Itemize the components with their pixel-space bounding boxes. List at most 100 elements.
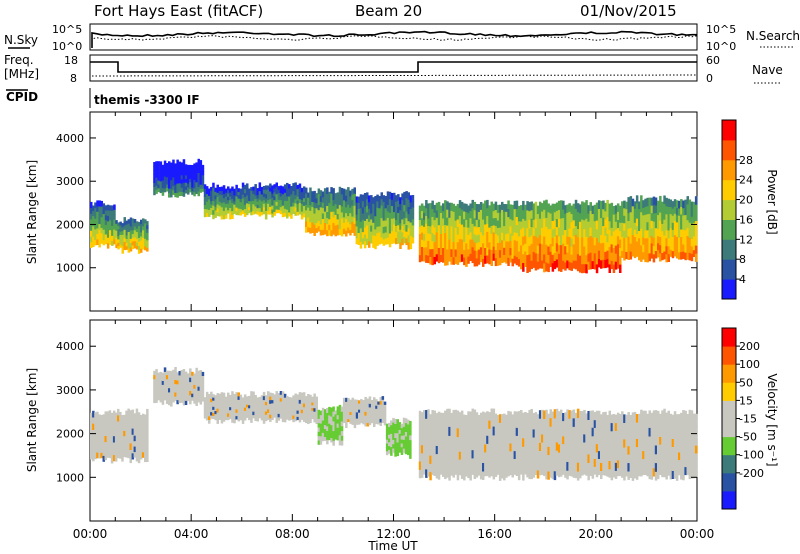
data-cell-velocity-2-16-2 [237, 410, 240, 415]
data-cell-power-2-22-3 [199, 176, 203, 181]
data-cell-power-4-6-1 [317, 220, 321, 227]
data-cell-power-7-6-0 [532, 259, 536, 268]
data-cell-velocity-6-8-6 [435, 421, 439, 430]
data-cell-velocity-6-17-6 [454, 417, 458, 427]
data-cell-power-4-13-0 [332, 228, 335, 235]
data-cell-velocity-4-15-1 [375, 417, 378, 421]
data-cell-power-7-35-4 [593, 228, 597, 238]
data-cell-velocity-6-4-6 [427, 417, 430, 427]
data-cell-power-6-26-0 [473, 258, 477, 267]
noise-panel: N.Sky 10^5 10^0 10^5 10^0 N.Search [4, 23, 800, 53]
data-cell-velocity-6-107-3 [644, 442, 647, 451]
data-cell-power-5-12-7 [380, 192, 383, 200]
data-cell-velocity-5-2-2 [390, 442, 393, 448]
data-cell-power-7-30-7 [583, 202, 586, 212]
data-cell-velocity-2-27-7 [260, 395, 264, 399]
data-cell-power-0-9-0 [109, 239, 112, 245]
data-cell-power-6-22-1 [465, 250, 468, 260]
data-cell-velocity-6-7-4 [433, 435, 436, 444]
data-cell-velocity-0-26-6 [144, 420, 147, 427]
data-cell-power-5-18-3 [393, 217, 396, 225]
data-cell-power-3-24-7 [254, 184, 257, 189]
data-cell-velocity-0-19-6 [129, 416, 132, 424]
data-cell-power-3-16-6 [237, 191, 240, 196]
data-cell-velocity-0-18-4 [127, 427, 130, 434]
data-cell-velocity-1-21-1 [197, 394, 200, 399]
data-cell-power-8-9-4 [640, 220, 643, 229]
data-cell-velocity-1-23-4 [201, 382, 205, 387]
data-cell-power-6-38-7 [498, 204, 502, 213]
data-cell-velocity-6-56-0 [536, 470, 540, 479]
data-cell-velocity-5-11-1 [409, 449, 412, 455]
data-cell-velocity-3-6-6 [330, 411, 333, 417]
data-cell-power-5-13-4 [382, 214, 386, 221]
data-cell-power-8-14-1 [650, 243, 654, 252]
data-cell-power-8-32-2 [688, 237, 692, 246]
data-cell-velocity-5-5-0 [396, 451, 399, 457]
data-cell-velocity-4-7-3 [358, 412, 361, 416]
data-cell-power-1-8-6 [131, 222, 135, 227]
data-cell-velocity-3-0-7 [317, 409, 321, 415]
data-cell-velocity-5-1-4 [388, 434, 391, 439]
data-cell-velocity-2-51-5 [311, 402, 314, 406]
data-cell-velocity-6-29-6 [479, 421, 483, 430]
data-cell-power-7-33-0 [589, 260, 592, 270]
data-cell-power-7-1-2 [522, 245, 525, 255]
data-cell-velocity-0-9-1 [108, 445, 112, 453]
data-cell-velocity-5-10-6 [407, 424, 410, 429]
data-cell-velocity-6-14-7 [448, 408, 451, 418]
data-cell-power-4-15-4 [336, 208, 340, 215]
data-cell-power-5-22-5 [401, 206, 404, 214]
data-cell-velocity-6-79-1 [585, 459, 588, 468]
data-cell-power-8-6-6 [633, 208, 637, 216]
data-cell-velocity-2-48-2 [305, 412, 308, 417]
data-cell-velocity-0-10-7 [110, 412, 114, 420]
data-cell-power-5-8-6 [372, 203, 375, 211]
data-cell-power-3-31-3 [269, 198, 272, 204]
data-cell-velocity-5-9-2 [404, 440, 408, 446]
data-cell-power-2-2-2 [157, 180, 160, 185]
velocity-colorbar-swatch-8 [722, 346, 736, 365]
data-cell-velocity-4-16-2 [377, 415, 380, 419]
data-cell-velocity-2-16-3 [237, 406, 240, 411]
data-cell-velocity-3-0-4 [317, 422, 321, 428]
data-cell-power-3-5-7 [214, 187, 217, 192]
data-cell-power-0-4-3 [98, 223, 101, 230]
data-cell-power-7-2-2 [524, 243, 527, 252]
data-cell-velocity-2-23-3 [252, 404, 255, 409]
data-cell-velocity-2-10-7 [224, 396, 228, 400]
data-cell-velocity-6-57-6 [538, 418, 542, 427]
data-cell-power-7-39-6 [602, 208, 605, 218]
data-cell-velocity-3-2-2 [321, 428, 325, 433]
data-cell-power-5-27-6 [411, 201, 415, 208]
data-cell-velocity-2-13-4 [231, 402, 234, 408]
data-cell-velocity-2-7-7 [218, 393, 222, 398]
data-cell-power-4-22-4 [351, 205, 354, 212]
data-cell-velocity-6-4-4 [427, 434, 430, 444]
data-cell-velocity-2-51-1 [311, 413, 314, 417]
data-cell-velocity-6-98-1 [625, 460, 628, 469]
data-cell-power-6-47-3 [517, 236, 521, 244]
data-cell-power-1-6-0 [127, 248, 131, 253]
data-cell-velocity-6-119-0 [669, 470, 673, 480]
data-cell-power-1-12-3 [140, 236, 143, 241]
data-cell-velocity-2-31-1 [269, 414, 272, 419]
data-cell-velocity-3-6-0 [330, 437, 333, 443]
data-cell-power-6-19-6 [458, 207, 462, 216]
data-cell-power-7-7-4 [534, 227, 538, 237]
data-cell-power-5-17-3 [390, 218, 394, 225]
data-cell-velocity-4-18-3 [381, 409, 385, 414]
data-cell-velocity-6-60-4 [545, 435, 548, 445]
data-cell-velocity-6-98-7 [625, 414, 628, 423]
data-cell-power-6-6-0 [431, 256, 434, 266]
data-cell-velocity-5-11-2 [409, 444, 412, 450]
data-cell-power-4-6-0 [317, 225, 321, 232]
data-cell-power-6-8-6 [435, 210, 439, 218]
data-cell-velocity-6-37-6 [496, 422, 500, 431]
data-cell-velocity-2-33-7 [273, 394, 276, 398]
velocity-ytick-label-0: 1000 [56, 471, 84, 484]
data-cell-power-3-10-5 [224, 196, 228, 201]
data-cell-power-5-18-1 [393, 230, 396, 238]
data-cell-velocity-0-22-6 [135, 415, 139, 423]
data-cell-velocity-2-2-0 [208, 419, 211, 424]
